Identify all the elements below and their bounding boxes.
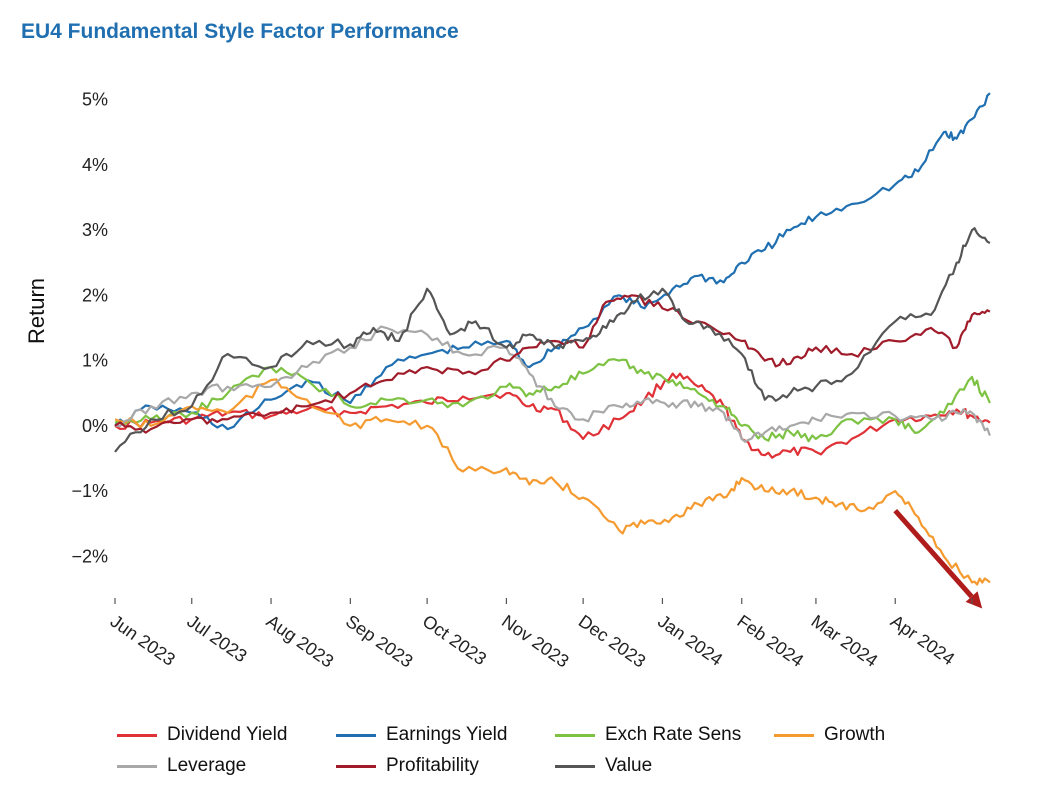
x-tick-label: Mar 2024 [808,611,882,671]
legend-item: Dividend Yield [117,723,287,747]
annotation-arrow-head [965,591,983,609]
legend-swatch [336,733,376,737]
y-tick-label: 4% [82,155,108,175]
legend-swatch [117,733,157,737]
legend-label: Earnings Yield [386,724,508,745]
series-line-earnings-yield [114,92,991,431]
y-tick-label: −2% [71,546,108,566]
series-line-growth [114,378,991,586]
legend-item: Growth [774,723,885,747]
legend-label: Growth [824,724,886,745]
x-tick-label: Dec 2023 [575,611,650,672]
x-tick-label: Nov 2023 [498,611,573,672]
y-tick-label: 5% [82,90,108,110]
legend-item: Leverage [117,754,246,778]
series-line-dividend-yield [114,372,991,459]
y-axis-title: Return [24,278,49,344]
legend-swatch [774,733,814,737]
y-tick-label: 2% [82,285,108,305]
x-tick-label: Jun 2023 [107,611,179,670]
legend-label: Exch Rate Sens [605,724,742,745]
legend-swatch [555,733,595,737]
legend-label: Profitability [386,755,479,776]
legend-swatch [336,764,376,768]
legend-item: Profitability [336,754,479,778]
legend-item: Exch Rate Sens [555,723,741,747]
x-tick-label: Sep 2023 [342,611,417,672]
legend-label: Value [605,755,653,776]
y-tick-label: 3% [82,220,108,240]
chart-legend: Dividend Yield Earnings Yield Exch Rate Se… [0,720,1039,790]
legend-swatch [555,764,595,768]
chart-title: EU4 Fundamental Style Factor Performance [21,20,459,43]
plot-area [114,92,991,609]
annotation-arrow-shaft [893,508,974,599]
series-line-leverage [114,325,991,443]
y-tick-label: 1% [82,351,108,371]
x-tick-label: Feb 2024 [733,611,807,671]
x-tick-label: Oct 2023 [419,611,490,669]
y-tick-label: 0% [82,416,108,436]
legend-label: Leverage [167,755,247,776]
legend-swatch [117,764,157,768]
line-chart: Return −2% −1% 0% 1% 2% 3% 4% 5% Jun 2023 Jul 2023… [24,90,991,672]
legend-label: Dividend Yield [167,724,288,745]
x-tick-label: Jul 2023 [183,611,250,666]
x-tick-label: Aug 2023 [263,611,338,672]
y-tick-label: −1% [71,481,108,501]
legend-item: Value [555,754,652,778]
x-tick-label: Jan 2024 [654,611,726,670]
series-line-value [114,227,991,453]
legend-item: Earnings Yield [336,723,507,747]
x-tick-label: Apr 2024 [887,611,958,669]
series-line-profitability [114,294,991,434]
